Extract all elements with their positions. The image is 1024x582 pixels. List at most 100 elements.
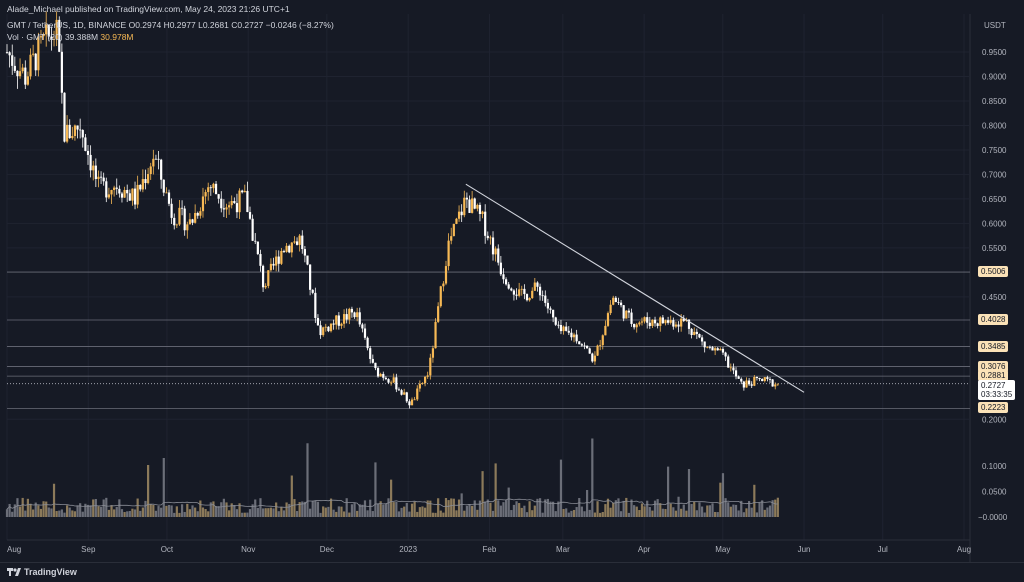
candle-body	[768, 378, 772, 380]
volume-bar	[753, 484, 756, 517]
volume-bar	[21, 497, 24, 517]
volume-bar	[489, 502, 492, 517]
volume-bar	[327, 506, 330, 517]
candle-body	[92, 165, 95, 171]
month-tick-label: Oct	[161, 545, 174, 554]
candle-body	[26, 76, 30, 85]
volume-bar	[724, 498, 727, 517]
candle-body	[314, 292, 317, 318]
volume-label: Vol · GMT (20)	[7, 32, 63, 42]
volume-bar	[110, 505, 113, 517]
candle-body	[16, 70, 19, 77]
volume-bar	[426, 500, 429, 517]
candle-body	[369, 348, 372, 359]
tradingview-logo-icon	[7, 568, 21, 576]
month-tick-label: Dec	[320, 545, 334, 554]
volume-bar	[369, 499, 372, 517]
level-price-tag: 0.3485	[978, 340, 1009, 352]
candle-body	[316, 317, 320, 326]
candle-body	[703, 341, 706, 348]
volume-bar	[627, 512, 631, 517]
volume-bar	[533, 505, 536, 517]
candle-body	[115, 187, 118, 189]
candle-body	[502, 274, 505, 280]
candle-body	[413, 399, 416, 401]
candle-body	[73, 125, 77, 137]
candle-body	[776, 383, 779, 385]
candle-body	[648, 322, 651, 326]
symbol-label: GMT / TetherUS, 1D, BINANCE	[7, 20, 127, 30]
volume-bar	[706, 505, 709, 517]
month-tick-label: Nov	[241, 545, 255, 554]
volume-bar	[575, 507, 578, 517]
volume-bar	[554, 511, 557, 517]
volume-bar	[606, 498, 610, 517]
volume-bar	[528, 501, 531, 517]
volume-bar	[71, 510, 74, 517]
volume-bar	[356, 510, 359, 517]
level-price-tag: 0.2881	[978, 370, 1009, 382]
candle-body	[335, 315, 338, 325]
candle-body	[152, 158, 155, 167]
candle-body	[489, 237, 492, 239]
price-chart[interactable]: USDT 0.9500 0.9000 0.8500 0.8000 0.7500 0.7000…	[0, 0, 1024, 562]
candle-body	[293, 241, 296, 243]
volume-bar	[99, 506, 103, 517]
month-tick-label: Jun	[798, 545, 811, 554]
month-tick-label: Aug	[957, 545, 971, 554]
candle-body	[672, 320, 675, 327]
candle-body	[471, 198, 474, 213]
candle-body	[580, 344, 583, 346]
candle-body	[416, 388, 419, 400]
price-tick-label: 0.9500	[982, 48, 1007, 57]
candle-body	[160, 159, 163, 180]
volume-bar	[120, 509, 124, 517]
volume-bar	[115, 506, 118, 517]
candle-body	[133, 188, 137, 205]
volume-bar	[306, 443, 309, 517]
volume-bar	[619, 511, 623, 517]
volume-bar	[742, 512, 745, 517]
candle-body	[235, 203, 239, 213]
volume-bar	[230, 503, 233, 517]
candle-body	[366, 337, 369, 349]
volume-bar	[92, 499, 95, 517]
volume-bar	[617, 498, 620, 517]
candle-body	[640, 321, 644, 323]
candle-body	[486, 235, 489, 239]
volume-bar	[97, 506, 100, 517]
price-tick-label: 0.7000	[982, 170, 1007, 179]
candle-body	[99, 176, 103, 178]
candle-body	[622, 305, 625, 319]
volume-bar	[379, 501, 382, 517]
volume-bar	[45, 501, 48, 517]
candle-body	[737, 376, 740, 379]
volume-bar	[491, 510, 495, 517]
candle-body	[329, 323, 333, 332]
candle-body	[105, 181, 108, 198]
candle-body	[421, 383, 424, 384]
descending-trendline[interactable]	[465, 183, 805, 393]
candle-body	[319, 325, 322, 336]
volume-bar	[622, 500, 625, 517]
volume-bar	[301, 501, 304, 517]
candle-body	[538, 286, 542, 296]
candle-body	[18, 71, 22, 77]
volume-bar	[58, 510, 61, 517]
footer: TradingView	[0, 562, 1024, 582]
candle-body	[353, 312, 356, 318]
candle-body	[554, 317, 557, 325]
candle-body	[233, 201, 236, 204]
candle-body	[523, 288, 526, 295]
candle-body	[599, 345, 602, 346]
volume-bar	[178, 512, 181, 517]
volume-bar	[342, 511, 346, 517]
volume-bar	[625, 497, 628, 517]
volume-bar	[303, 501, 306, 517]
candle-body	[575, 334, 578, 342]
volume-bar	[139, 510, 142, 517]
volume-bar	[567, 512, 570, 517]
candle-body	[646, 317, 649, 323]
candle-body	[504, 279, 508, 285]
volume-bar	[434, 512, 437, 517]
